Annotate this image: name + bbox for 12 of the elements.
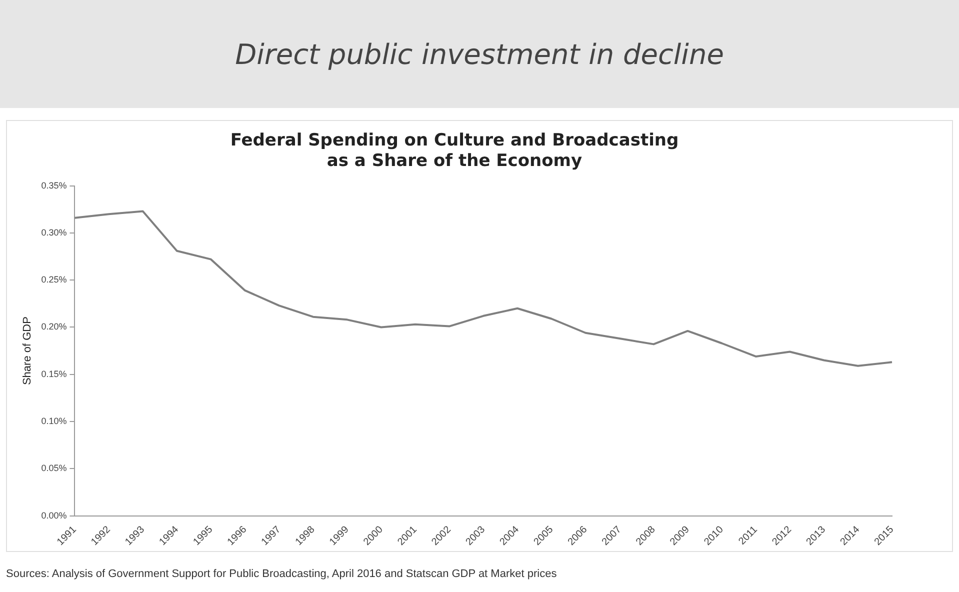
y-tick-label: 0.25%: [41, 274, 67, 285]
y-tick-label: 0.10%: [41, 416, 67, 426]
y-tick-label: 0.20%: [41, 322, 67, 332]
y-tick-label: 0.05%: [41, 463, 67, 474]
y-tick-label: 0.35%: [41, 180, 67, 190]
y-tick-label: 0.15%: [41, 368, 67, 379]
y-axis-title: Share of GDP: [22, 316, 34, 386]
y-tick-label: 0.30%: [41, 227, 67, 238]
chart-title: Direct public investment in decline: [0, 0, 959, 108]
y-tick-label: 0.00%: [41, 510, 67, 520]
chart-subtitle: Federal Spending on Culture and Broadcasting as a Share of the Economy: [230, 130, 679, 172]
source-note: Sources: Analysis of Government Support for Public Broadcasting, April 2016 and Statscan GDP at Market prices: [6, 568, 557, 580]
